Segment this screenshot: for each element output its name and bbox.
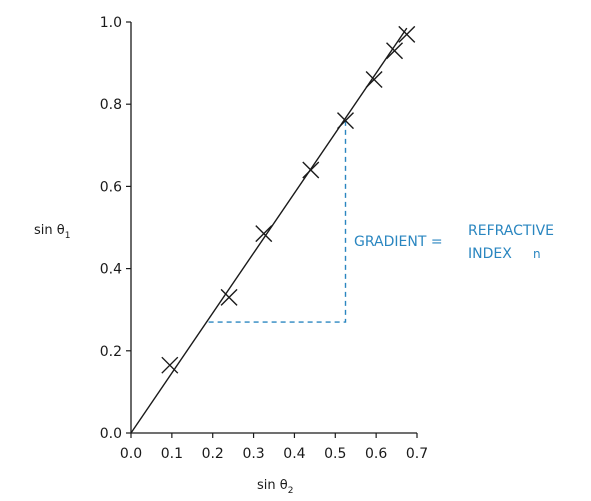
x-tick-label-5: 0.5 <box>324 446 346 462</box>
x-tick-label-7: 0.7 <box>406 446 428 462</box>
y-ticks: 0.0 0.2 0.4 0.6 0.8 1.0 <box>100 15 131 442</box>
data-point-7 <box>398 25 416 43</box>
data-point-6 <box>386 42 404 60</box>
x-axis-label-main: sin θ <box>257 478 288 493</box>
data-point-1 <box>220 288 238 306</box>
y-axis-label-sub: 1 <box>65 231 71 241</box>
data-point-2 <box>255 225 273 243</box>
x-axis-label-sub: 2 <box>288 486 294 496</box>
y-tick-label-0: 0.0 <box>100 426 122 442</box>
y-tick-label-5: 1.0 <box>100 15 122 31</box>
x-axis-label: sin θ2 <box>257 478 293 496</box>
x-tick-label-2: 0.2 <box>202 446 224 462</box>
x-tick-label-0: 0.0 <box>120 446 142 462</box>
index-label: INDEX <box>468 246 512 262</box>
best-fit-line <box>130 27 408 434</box>
y-tick-label-3: 0.6 <box>100 179 122 195</box>
data-point-3 <box>302 161 320 179</box>
data-point-0 <box>161 356 179 374</box>
x-ticks: 0.0 0.1 0.2 0.3 0.4 0.5 0.6 0.7 <box>120 433 428 462</box>
y-axis-label: sin θ1 <box>34 223 70 241</box>
data-point-5 <box>365 71 383 89</box>
y-tick-label-1: 0.2 <box>100 344 122 360</box>
x-tick-label-3: 0.3 <box>242 446 264 462</box>
refractive-label: REFRACTIVE <box>468 223 554 239</box>
y-tick-label-4: 0.8 <box>100 97 122 113</box>
y-tick-label-2: 0.4 <box>100 262 122 278</box>
x-tick-label-1: 0.1 <box>161 446 183 462</box>
x-tick-label-6: 0.6 <box>365 446 387 462</box>
gradient-label: GRADIENT = <box>354 234 443 250</box>
x-tick-label-4: 0.4 <box>283 446 305 462</box>
gradient-triangle <box>208 120 347 323</box>
data-points <box>161 25 416 374</box>
data-point-4 <box>337 112 354 130</box>
index-symbol: n <box>533 247 541 261</box>
y-axis-label-main: sin θ <box>34 223 65 238</box>
